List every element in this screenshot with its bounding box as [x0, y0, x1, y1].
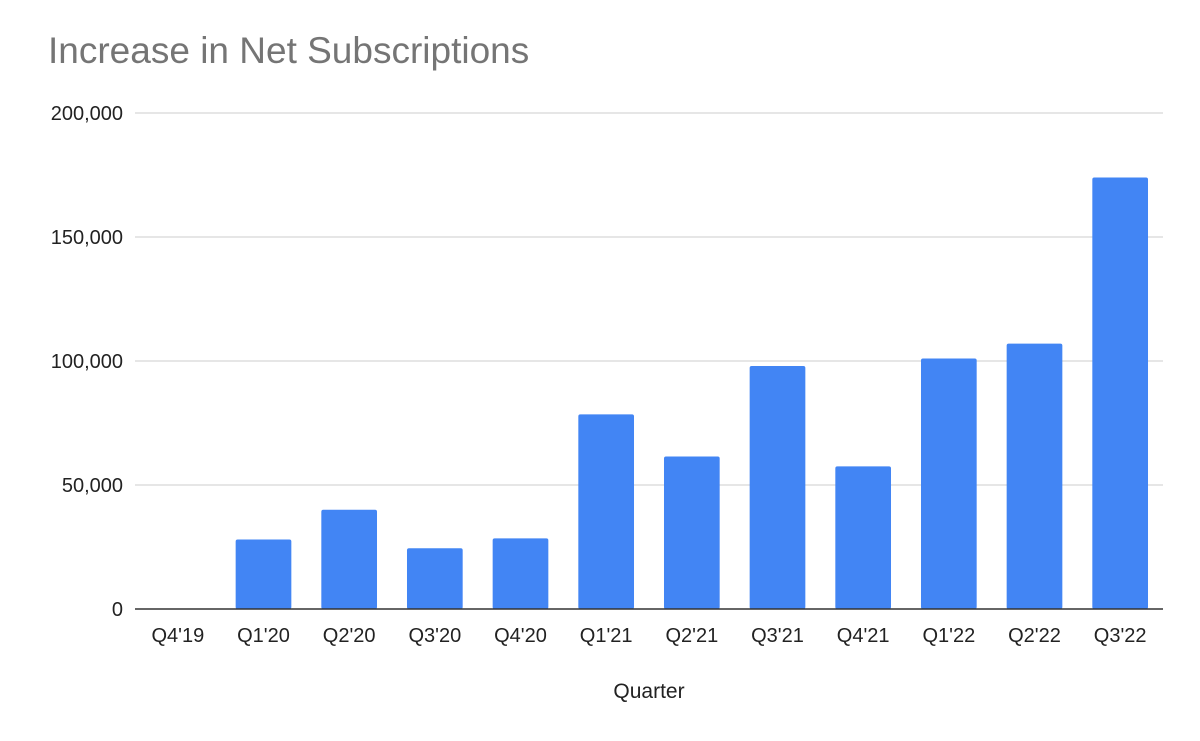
x-tick-label: Q3'22 [1094, 625, 1147, 647]
bar [920, 358, 977, 609]
y-tick-label: 150,000 [51, 227, 123, 249]
x-tick-label: Q1'22 [922, 625, 975, 647]
tick-labels: 0 50,000 100,000 150,000 200,000 Q4'19 Q1'20 Q2… [51, 103, 1147, 647]
bars [235, 177, 1149, 610]
bar [492, 538, 549, 609]
y-tick-label: 200,000 [51, 103, 123, 125]
bar [578, 414, 635, 609]
y-tick-label: 100,000 [51, 351, 123, 373]
bar [321, 509, 378, 609]
chart-title: Increase in Net Subscriptions [48, 30, 530, 71]
bar [1006, 343, 1063, 609]
bar [235, 539, 292, 609]
bar [663, 456, 720, 609]
bar [749, 365, 806, 609]
x-tick-label: Q4'19 [151, 625, 204, 647]
y-tick-label: 50,000 [62, 475, 123, 497]
bar [1092, 177, 1149, 610]
x-axis-title: Quarter [613, 680, 684, 703]
bar [835, 466, 892, 609]
x-tick-label: Q4'21 [837, 625, 890, 647]
gridlines [135, 112, 1163, 486]
x-tick-label: Q4'20 [494, 625, 547, 647]
x-tick-label: Q1'21 [580, 625, 633, 647]
y-tick-label: 0 [112, 599, 123, 621]
x-tick-label: Q1'20 [237, 625, 290, 647]
x-tick-label: Q3'20 [408, 625, 461, 647]
x-tick-label: Q2'21 [665, 625, 718, 647]
x-tick-label: Q2'20 [323, 625, 376, 647]
bar [406, 548, 463, 609]
x-tick-label: Q2'22 [1008, 625, 1061, 647]
x-tick-label: Q3'21 [751, 625, 804, 647]
